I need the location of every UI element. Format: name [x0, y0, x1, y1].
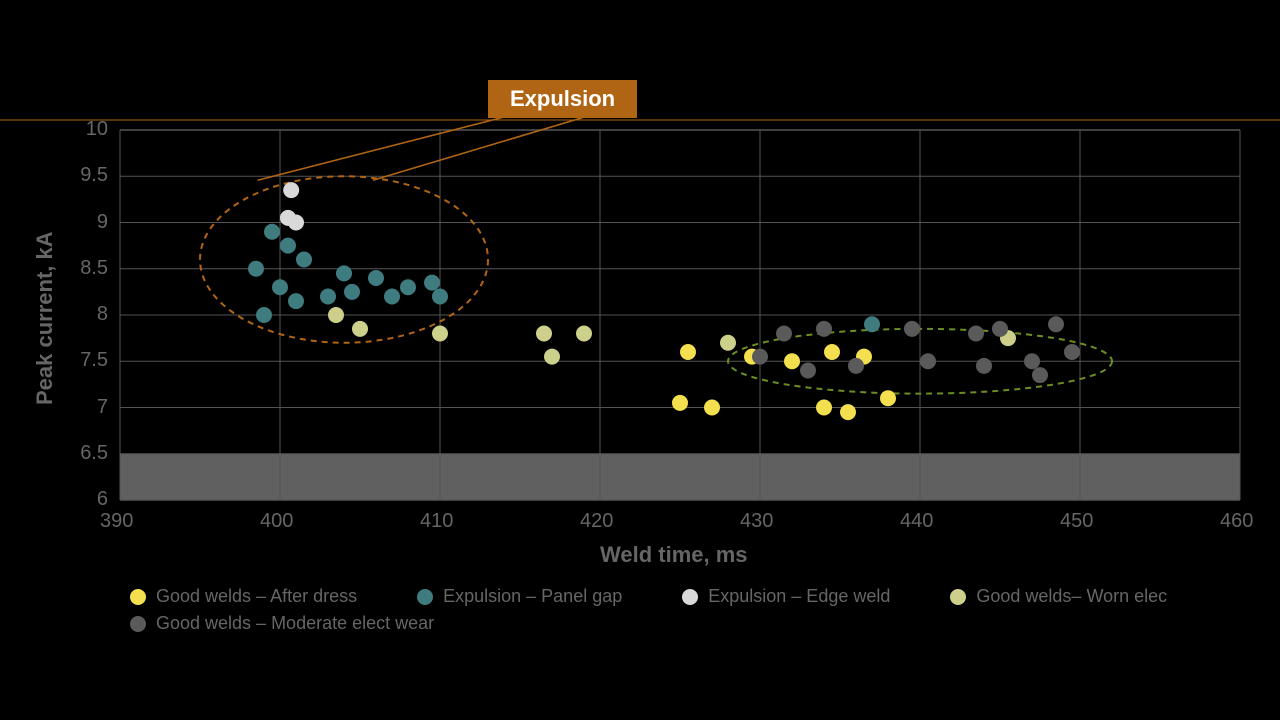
legend-label: Good welds – Moderate elect wear: [156, 613, 434, 634]
data-point-after_dress: [840, 404, 856, 420]
x-tick-label: 440: [900, 510, 933, 533]
x-axis-title: Weld time, ms: [600, 542, 748, 568]
data-point-panel_gap: [248, 261, 264, 277]
legend-item: Good welds – After dress: [130, 586, 357, 607]
data-point-panel_gap: [424, 275, 440, 291]
data-point-panel_gap: [864, 316, 880, 332]
data-point-moderate_wear: [776, 326, 792, 342]
data-point-after_dress: [824, 344, 840, 360]
legend-swatch-icon: [950, 589, 966, 605]
data-point-moderate_wear: [1024, 353, 1040, 369]
data-point-after_dress: [672, 395, 688, 411]
data-point-moderate_wear: [848, 358, 864, 374]
data-point-panel_gap: [400, 279, 416, 295]
y-tick-label: 8: [58, 303, 108, 326]
data-point-moderate_wear: [976, 358, 992, 374]
x-tick-label: 400: [260, 510, 293, 533]
legend-item: Good welds – Moderate elect wear: [130, 613, 434, 634]
data-point-panel_gap: [296, 252, 312, 268]
callout-leader: [373, 116, 588, 180]
expulsion-cluster-ellipse: [200, 176, 488, 343]
data-point-moderate_wear: [1064, 344, 1080, 360]
data-point-panel_gap: [256, 307, 272, 323]
data-point-worn_elec: [432, 326, 448, 342]
y-tick-label: 9: [58, 211, 108, 234]
legend: Good welds – After dress Expulsion – Pane…: [130, 586, 1240, 634]
data-point-moderate_wear: [920, 353, 936, 369]
x-tick-label: 460: [1220, 510, 1253, 533]
y-tick-label: 10: [58, 118, 108, 141]
data-point-worn_elec: [544, 349, 560, 365]
data-point-moderate_wear: [1048, 316, 1064, 332]
data-point-moderate_wear: [752, 349, 768, 365]
data-point-moderate_wear: [816, 321, 832, 337]
y-tick-label: 9.5: [58, 164, 108, 187]
y-tick-label: 7.5: [58, 349, 108, 372]
data-point-after_dress: [784, 353, 800, 369]
data-point-worn_elec: [328, 307, 344, 323]
legend-label: Expulsion – Panel gap: [443, 586, 622, 607]
data-point-worn_elec: [720, 335, 736, 351]
y-tick-label: 6.5: [58, 442, 108, 465]
x-tick-label: 390: [100, 510, 133, 533]
data-point-panel_gap: [264, 224, 280, 240]
data-point-panel_gap: [344, 284, 360, 300]
legend-label: Good welds– Worn elec: [976, 586, 1167, 607]
data-point-panel_gap: [272, 279, 288, 295]
data-point-moderate_wear: [904, 321, 920, 337]
legend-swatch-icon: [130, 589, 146, 605]
data-point-moderate_wear: [968, 326, 984, 342]
data-point-panel_gap: [336, 265, 352, 281]
chart-root: Expulsion Peak current, kA Weld time, ms…: [0, 0, 1280, 720]
data-point-panel_gap: [432, 289, 448, 305]
legend-swatch-icon: [417, 589, 433, 605]
bad-zone-rect: [120, 454, 1240, 500]
data-point-moderate_wear: [1032, 367, 1048, 383]
data-point-panel_gap: [368, 270, 384, 286]
legend-label: Good welds – After dress: [156, 586, 357, 607]
data-point-edge_weld: [288, 215, 304, 231]
data-point-worn_elec: [536, 326, 552, 342]
data-point-panel_gap: [320, 289, 336, 305]
data-point-panel_gap: [280, 238, 296, 254]
data-point-panel_gap: [288, 293, 304, 309]
legend-swatch-icon: [130, 616, 146, 632]
legend-item: Expulsion – Edge weld: [682, 586, 890, 607]
x-tick-label: 450: [1060, 510, 1093, 533]
data-point-after_dress: [680, 344, 696, 360]
legend-swatch-icon: [682, 589, 698, 605]
y-tick-label: 8.5: [58, 257, 108, 280]
data-point-after_dress: [704, 400, 720, 416]
y-tick-label: 7: [58, 396, 108, 419]
data-point-moderate_wear: [992, 321, 1008, 337]
y-tick-label: 6: [58, 488, 108, 511]
data-point-after_dress: [880, 390, 896, 406]
data-point-panel_gap: [384, 289, 400, 305]
data-point-edge_weld: [283, 182, 299, 198]
legend-item: Expulsion – Panel gap: [417, 586, 622, 607]
callout-leader: [258, 116, 508, 180]
data-point-moderate_wear: [800, 363, 816, 379]
x-tick-label: 430: [740, 510, 773, 533]
data-point-worn_elec: [352, 321, 368, 337]
data-point-after_dress: [816, 400, 832, 416]
data-point-worn_elec: [576, 326, 592, 342]
x-tick-label: 410: [420, 510, 453, 533]
y-axis-title: Peak current, kA: [32, 231, 58, 405]
x-tick-label: 420: [580, 510, 613, 533]
legend-item: Good welds– Worn elec: [950, 586, 1167, 607]
legend-label: Expulsion – Edge weld: [708, 586, 890, 607]
